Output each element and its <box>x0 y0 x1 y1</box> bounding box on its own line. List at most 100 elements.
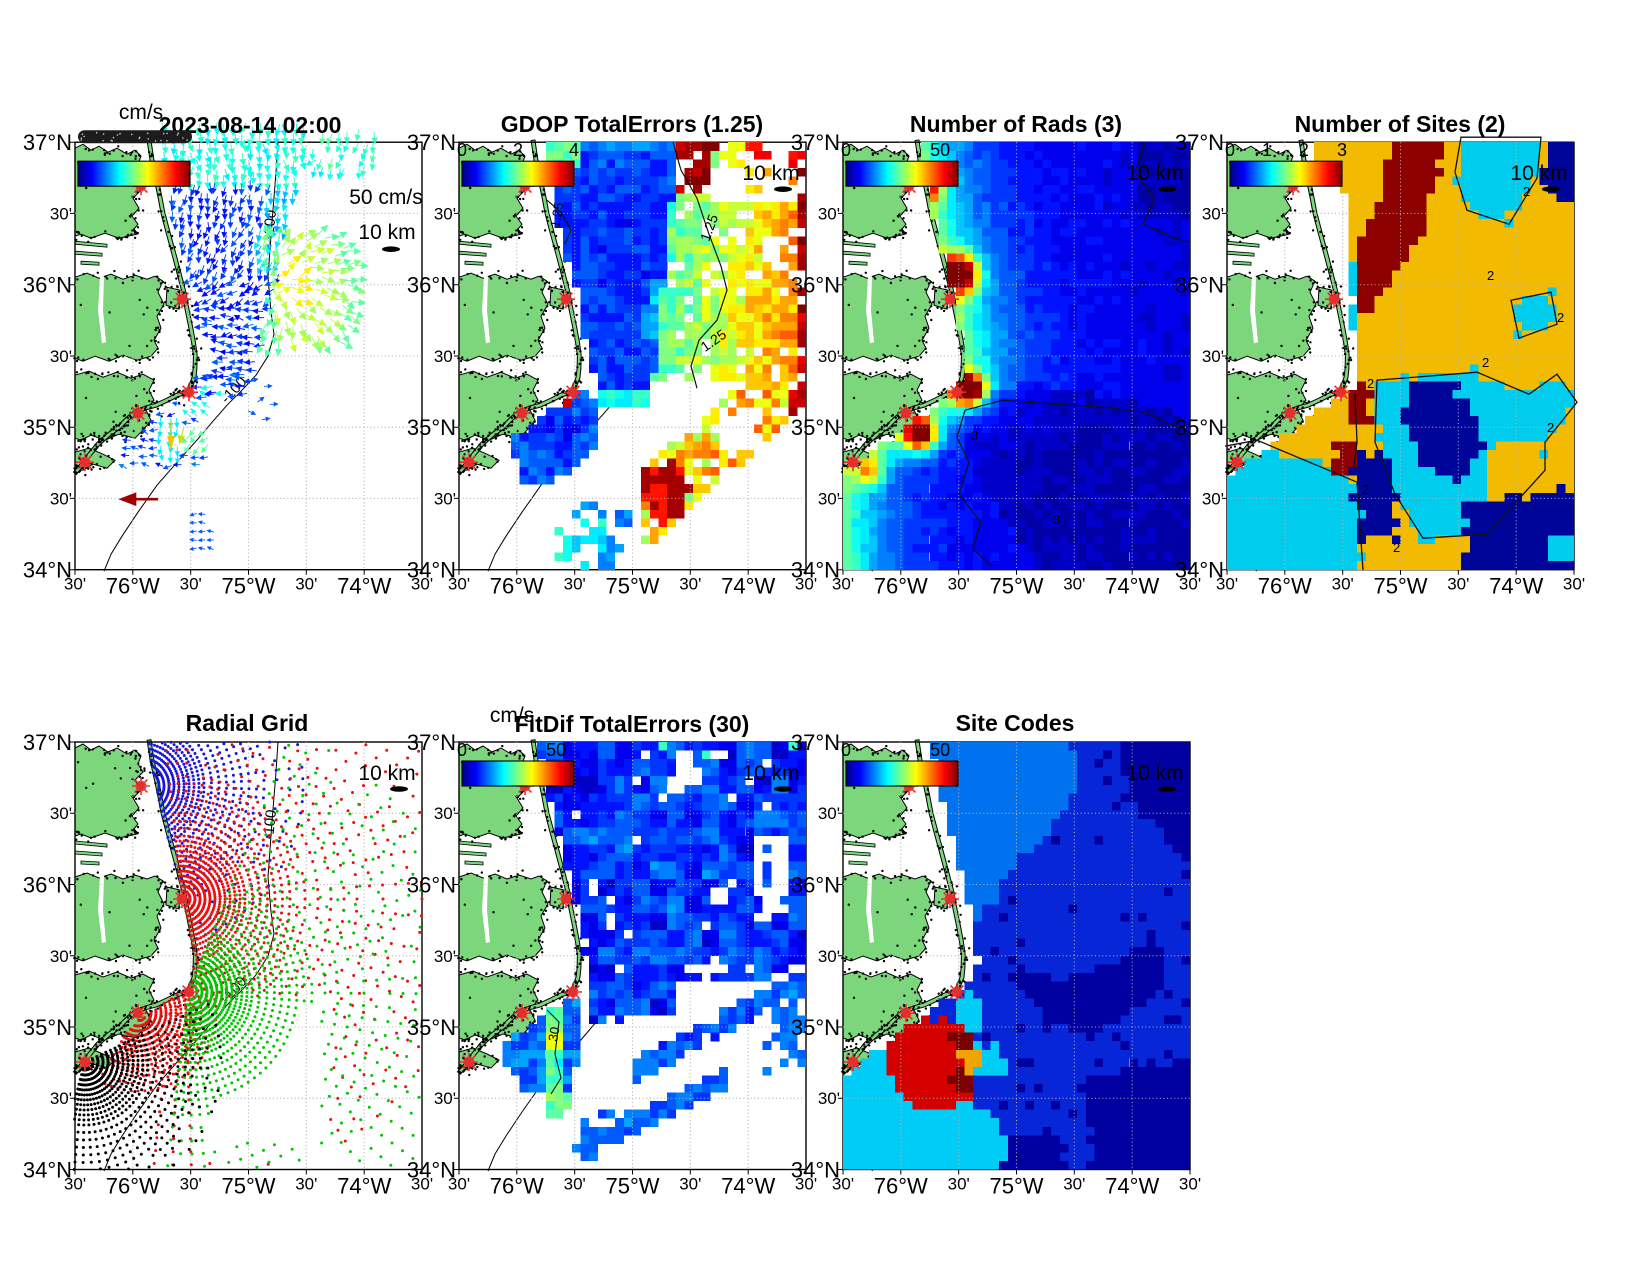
svg-text:30': 30' <box>948 575 970 594</box>
svg-text:76°W: 76°W <box>874 1174 928 1199</box>
svg-text:2: 2 <box>1482 355 1489 370</box>
svg-text:Site Codes: Site Codes <box>956 710 1075 736</box>
svg-text:30': 30' <box>64 1175 86 1194</box>
svg-text:30': 30' <box>818 947 840 966</box>
svg-text:2: 2 <box>1393 540 1400 555</box>
svg-text:74°W: 74°W <box>337 574 391 599</box>
svg-text:30': 30' <box>1179 575 1201 594</box>
svg-text:cm/s: cm/s <box>119 101 163 124</box>
svg-text:10 km: 10 km <box>358 221 415 244</box>
svg-text:35°N: 35°N <box>407 415 456 440</box>
svg-text:30': 30' <box>1202 347 1224 366</box>
svg-text:30: 30 <box>545 1026 562 1043</box>
svg-text:30': 30' <box>795 575 817 594</box>
svg-text:30': 30' <box>448 1175 470 1194</box>
svg-text:30': 30' <box>818 204 840 223</box>
svg-text:35°N: 35°N <box>407 1015 456 1040</box>
svg-text:37°N: 37°N <box>791 730 840 755</box>
svg-text:75°W: 75°W <box>221 1174 275 1199</box>
svg-text:30': 30' <box>180 575 202 594</box>
svg-text:75°W: 75°W <box>989 1174 1043 1199</box>
svg-text:30': 30' <box>434 804 456 823</box>
svg-text:30': 30' <box>295 575 317 594</box>
svg-text:36°N: 36°N <box>791 873 840 898</box>
svg-text:37°N: 37°N <box>23 130 72 155</box>
svg-text:35°N: 35°N <box>23 1015 72 1040</box>
svg-text:76°W: 76°W <box>106 1174 160 1199</box>
svg-text:30': 30' <box>1063 575 1085 594</box>
svg-text:36°N: 36°N <box>23 273 72 298</box>
svg-text:2: 2 <box>1487 268 1494 283</box>
svg-text:GDOP TotalErrors (1.25): GDOP TotalErrors (1.25) <box>501 111 763 137</box>
svg-text:30': 30' <box>50 1089 72 1108</box>
svg-text:30': 30' <box>818 347 840 366</box>
svg-text:0: 0 <box>841 740 851 760</box>
svg-text:30': 30' <box>1447 575 1469 594</box>
svg-text:37°N: 37°N <box>791 130 840 155</box>
svg-text:76°W: 76°W <box>106 574 160 599</box>
svg-text:3: 3 <box>971 428 978 443</box>
svg-text:34°N: 34°N <box>407 1158 456 1183</box>
svg-text:1.25: 1.25 <box>547 201 566 229</box>
svg-text:30': 30' <box>434 1089 456 1108</box>
svg-text:30': 30' <box>679 1175 701 1194</box>
svg-text:35°N: 35°N <box>791 1015 840 1040</box>
svg-text:30': 30' <box>434 947 456 966</box>
svg-text:74°W: 74°W <box>1105 1174 1159 1199</box>
svg-text:76°W: 76°W <box>874 574 928 599</box>
svg-text:30': 30' <box>434 347 456 366</box>
svg-text:30': 30' <box>1563 575 1585 594</box>
svg-text:30': 30' <box>832 575 854 594</box>
svg-text:75°W: 75°W <box>605 574 659 599</box>
svg-text:30': 30' <box>948 1175 970 1194</box>
svg-text:cm/s: cm/s <box>490 704 534 727</box>
svg-text:76°W: 76°W <box>490 574 544 599</box>
svg-text:2: 2 <box>1367 376 1374 391</box>
svg-text:30': 30' <box>679 575 701 594</box>
svg-text:10 km: 10 km <box>358 762 415 785</box>
svg-text:30': 30' <box>564 1175 586 1194</box>
svg-text:76°W: 76°W <box>1258 574 1312 599</box>
svg-text:36°N: 36°N <box>23 873 72 898</box>
svg-text:30': 30' <box>50 204 72 223</box>
svg-text:Radial Grid: Radial Grid <box>186 710 309 736</box>
svg-text:30': 30' <box>50 947 72 966</box>
svg-text:30': 30' <box>818 489 840 508</box>
svg-text:75°W: 75°W <box>989 574 1043 599</box>
svg-text:35°N: 35°N <box>1175 415 1224 440</box>
svg-text:30': 30' <box>411 575 433 594</box>
svg-text:10 km: 10 km <box>1126 162 1183 185</box>
svg-text:50: 50 <box>930 140 950 160</box>
svg-text:2: 2 <box>1557 310 1564 325</box>
svg-text:37°N: 37°N <box>407 730 456 755</box>
svg-text:36°N: 36°N <box>407 273 456 298</box>
svg-text:Number of Rads (3): Number of Rads (3) <box>910 111 1122 137</box>
svg-text:30': 30' <box>832 1175 854 1194</box>
svg-text:3: 3 <box>1053 512 1060 527</box>
svg-text:30': 30' <box>295 1175 317 1194</box>
svg-text:74°W: 74°W <box>1489 574 1543 599</box>
svg-text:75°W: 75°W <box>1373 574 1427 599</box>
svg-text:1: 1 <box>1262 140 1272 160</box>
svg-text:2: 2 <box>1523 184 1530 199</box>
svg-text:30': 30' <box>564 575 586 594</box>
svg-text:36°N: 36°N <box>407 873 456 898</box>
svg-text:Number of Sites (2): Number of Sites (2) <box>1295 111 1506 137</box>
svg-text:34°N: 34°N <box>407 558 456 583</box>
svg-text:0: 0 <box>457 140 467 160</box>
svg-text:2: 2 <box>1547 420 1554 435</box>
svg-text:50 cm/s: 50 cm/s <box>349 186 423 209</box>
svg-text:76°W: 76°W <box>490 1174 544 1199</box>
svg-text:37°N: 37°N <box>407 130 456 155</box>
svg-text:35°N: 35°N <box>23 415 72 440</box>
svg-text:30': 30' <box>50 804 72 823</box>
svg-text:37°N: 37°N <box>23 730 72 755</box>
svg-text:2: 2 <box>513 140 523 160</box>
svg-text:74°W: 74°W <box>1105 574 1159 599</box>
svg-text:35°N: 35°N <box>791 415 840 440</box>
svg-text:30': 30' <box>1332 575 1354 594</box>
svg-text:34°N: 34°N <box>791 558 840 583</box>
svg-text:36°N: 36°N <box>1175 273 1224 298</box>
svg-text:2: 2 <box>1299 140 1309 160</box>
svg-text:0: 0 <box>1225 140 1235 160</box>
